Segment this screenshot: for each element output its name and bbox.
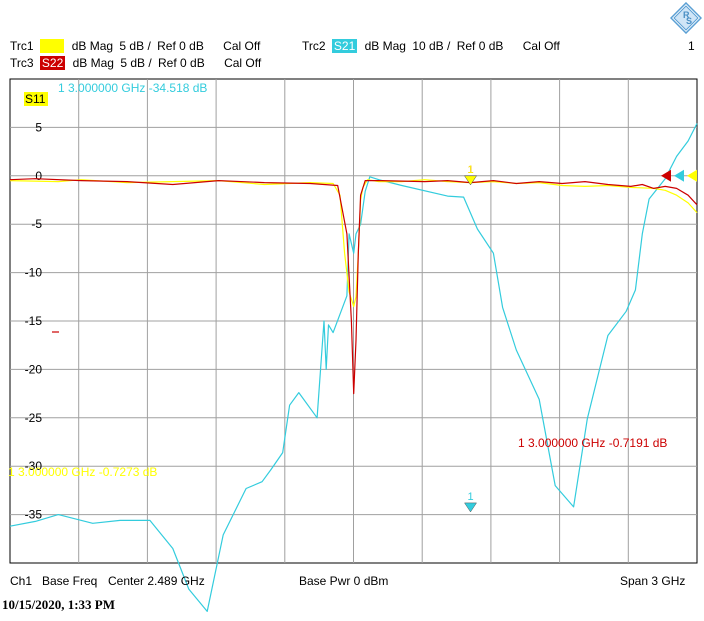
y-tick-label: -35 [25, 508, 43, 522]
trace-2-name: Trc2 [302, 39, 326, 53]
footer-channel: Ch1 [10, 574, 33, 588]
rohde-schwarz-logo: R S [670, 2, 702, 34]
marker-label-s22: 1 [467, 164, 473, 176]
trace-2-param-tag[interactable]: S21 [331, 39, 358, 53]
trace-3-ref: Ref 0 dB [158, 56, 205, 70]
marker-label-s21: 1 [467, 491, 473, 503]
trace-2-header: Trc2 S21 dB Mag 10 dB / Ref 0 dB Cal Off [302, 39, 560, 53]
s11-active-label: S11 [25, 92, 46, 106]
y-tick-label: -30 [25, 459, 43, 473]
y-tick-label: -20 [25, 362, 43, 376]
footer-span: Span 3 GHz [620, 574, 686, 588]
svg-text:R: R [683, 10, 690, 20]
channel-number: 1 [688, 39, 695, 53]
trace-2-ref: Ref 0 dB [456, 39, 504, 53]
trace-3-header: Trc3 S22 dB Mag 5 dB / Ref 0 dB Cal Off [10, 56, 261, 70]
footer-base-freq: Base Freq [42, 574, 98, 588]
series-line-s22 [9, 178, 698, 395]
y-tick-label: -10 [25, 266, 43, 280]
y-tick-label: -15 [25, 314, 43, 328]
marker-readout-s11: 1 3.000000 GHz -0.7273 dB [8, 465, 157, 479]
trace-2-format: dB Mag [364, 39, 406, 53]
series-line-s11 [9, 179, 698, 308]
trace-3-name: Trc3 [10, 56, 34, 70]
footer-base-pwr: Base Pwr 0 dBm [299, 574, 389, 588]
trace-1-ref: Ref 0 dB [157, 39, 204, 53]
trace-1-cal: Cal Off [223, 39, 261, 53]
marker-readout-s22: 1 3.000000 GHz -0.7191 dB [518, 436, 667, 450]
trace-1-header: Trc1 S11 dB Mag 5 dB / Ref 0 dB Cal Off [10, 39, 260, 53]
trace-2-cal: Cal Off [522, 39, 560, 53]
reference-level-arrow [687, 169, 697, 182]
y-tick-label: -5 [31, 217, 42, 231]
series-line-s21 [9, 123, 698, 613]
reference-level-arrow [661, 169, 671, 182]
s11-active-label-bg [24, 92, 48, 106]
y-tick-label: 0 [35, 169, 42, 183]
timestamp: 10/15/2020, 1:33 PM [2, 597, 116, 612]
trace-3-format: dB Mag [72, 56, 114, 70]
trace-3-scale: 5 dB / [120, 56, 152, 70]
marker-label-s11: 1 [467, 164, 473, 176]
reference-level-arrow [674, 169, 684, 182]
marker-s11 [464, 175, 477, 186]
trace-1-param-tag[interactable]: S11 [39, 39, 65, 53]
trace-1-format: dB Mag [71, 39, 114, 53]
y-tick-label: -25 [25, 411, 43, 425]
marker-readout-s21: 1 3.000000 GHz -34.518 dB [58, 81, 207, 95]
marker-s21 [464, 502, 477, 513]
svg-text:S: S [686, 16, 692, 26]
trace-1-scale: 5 dB / [119, 39, 151, 53]
trace-3-param-tag[interactable]: S22 [39, 56, 66, 70]
footer-center: Center 2.489 GHz [108, 574, 205, 588]
y-tick-label: 5 [35, 120, 42, 134]
trace-2-scale: 10 dB / [412, 39, 451, 53]
trace-3-cal: Cal Off [224, 56, 262, 70]
trace-1-name: Trc1 [10, 39, 34, 53]
